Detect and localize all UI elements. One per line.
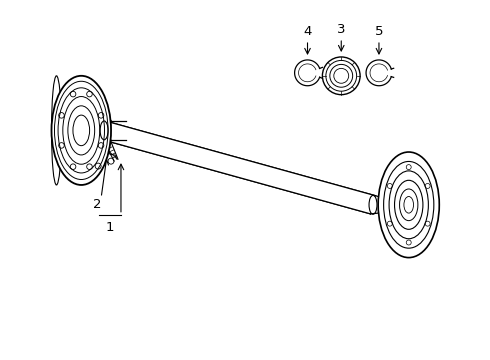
- Text: 2: 2: [93, 198, 101, 211]
- Text: 5: 5: [375, 24, 383, 38]
- Ellipse shape: [51, 76, 111, 185]
- Text: 4: 4: [303, 24, 312, 38]
- Text: 1: 1: [106, 221, 114, 234]
- Ellipse shape: [378, 152, 440, 258]
- Polygon shape: [101, 121, 375, 214]
- Text: 3: 3: [337, 23, 345, 36]
